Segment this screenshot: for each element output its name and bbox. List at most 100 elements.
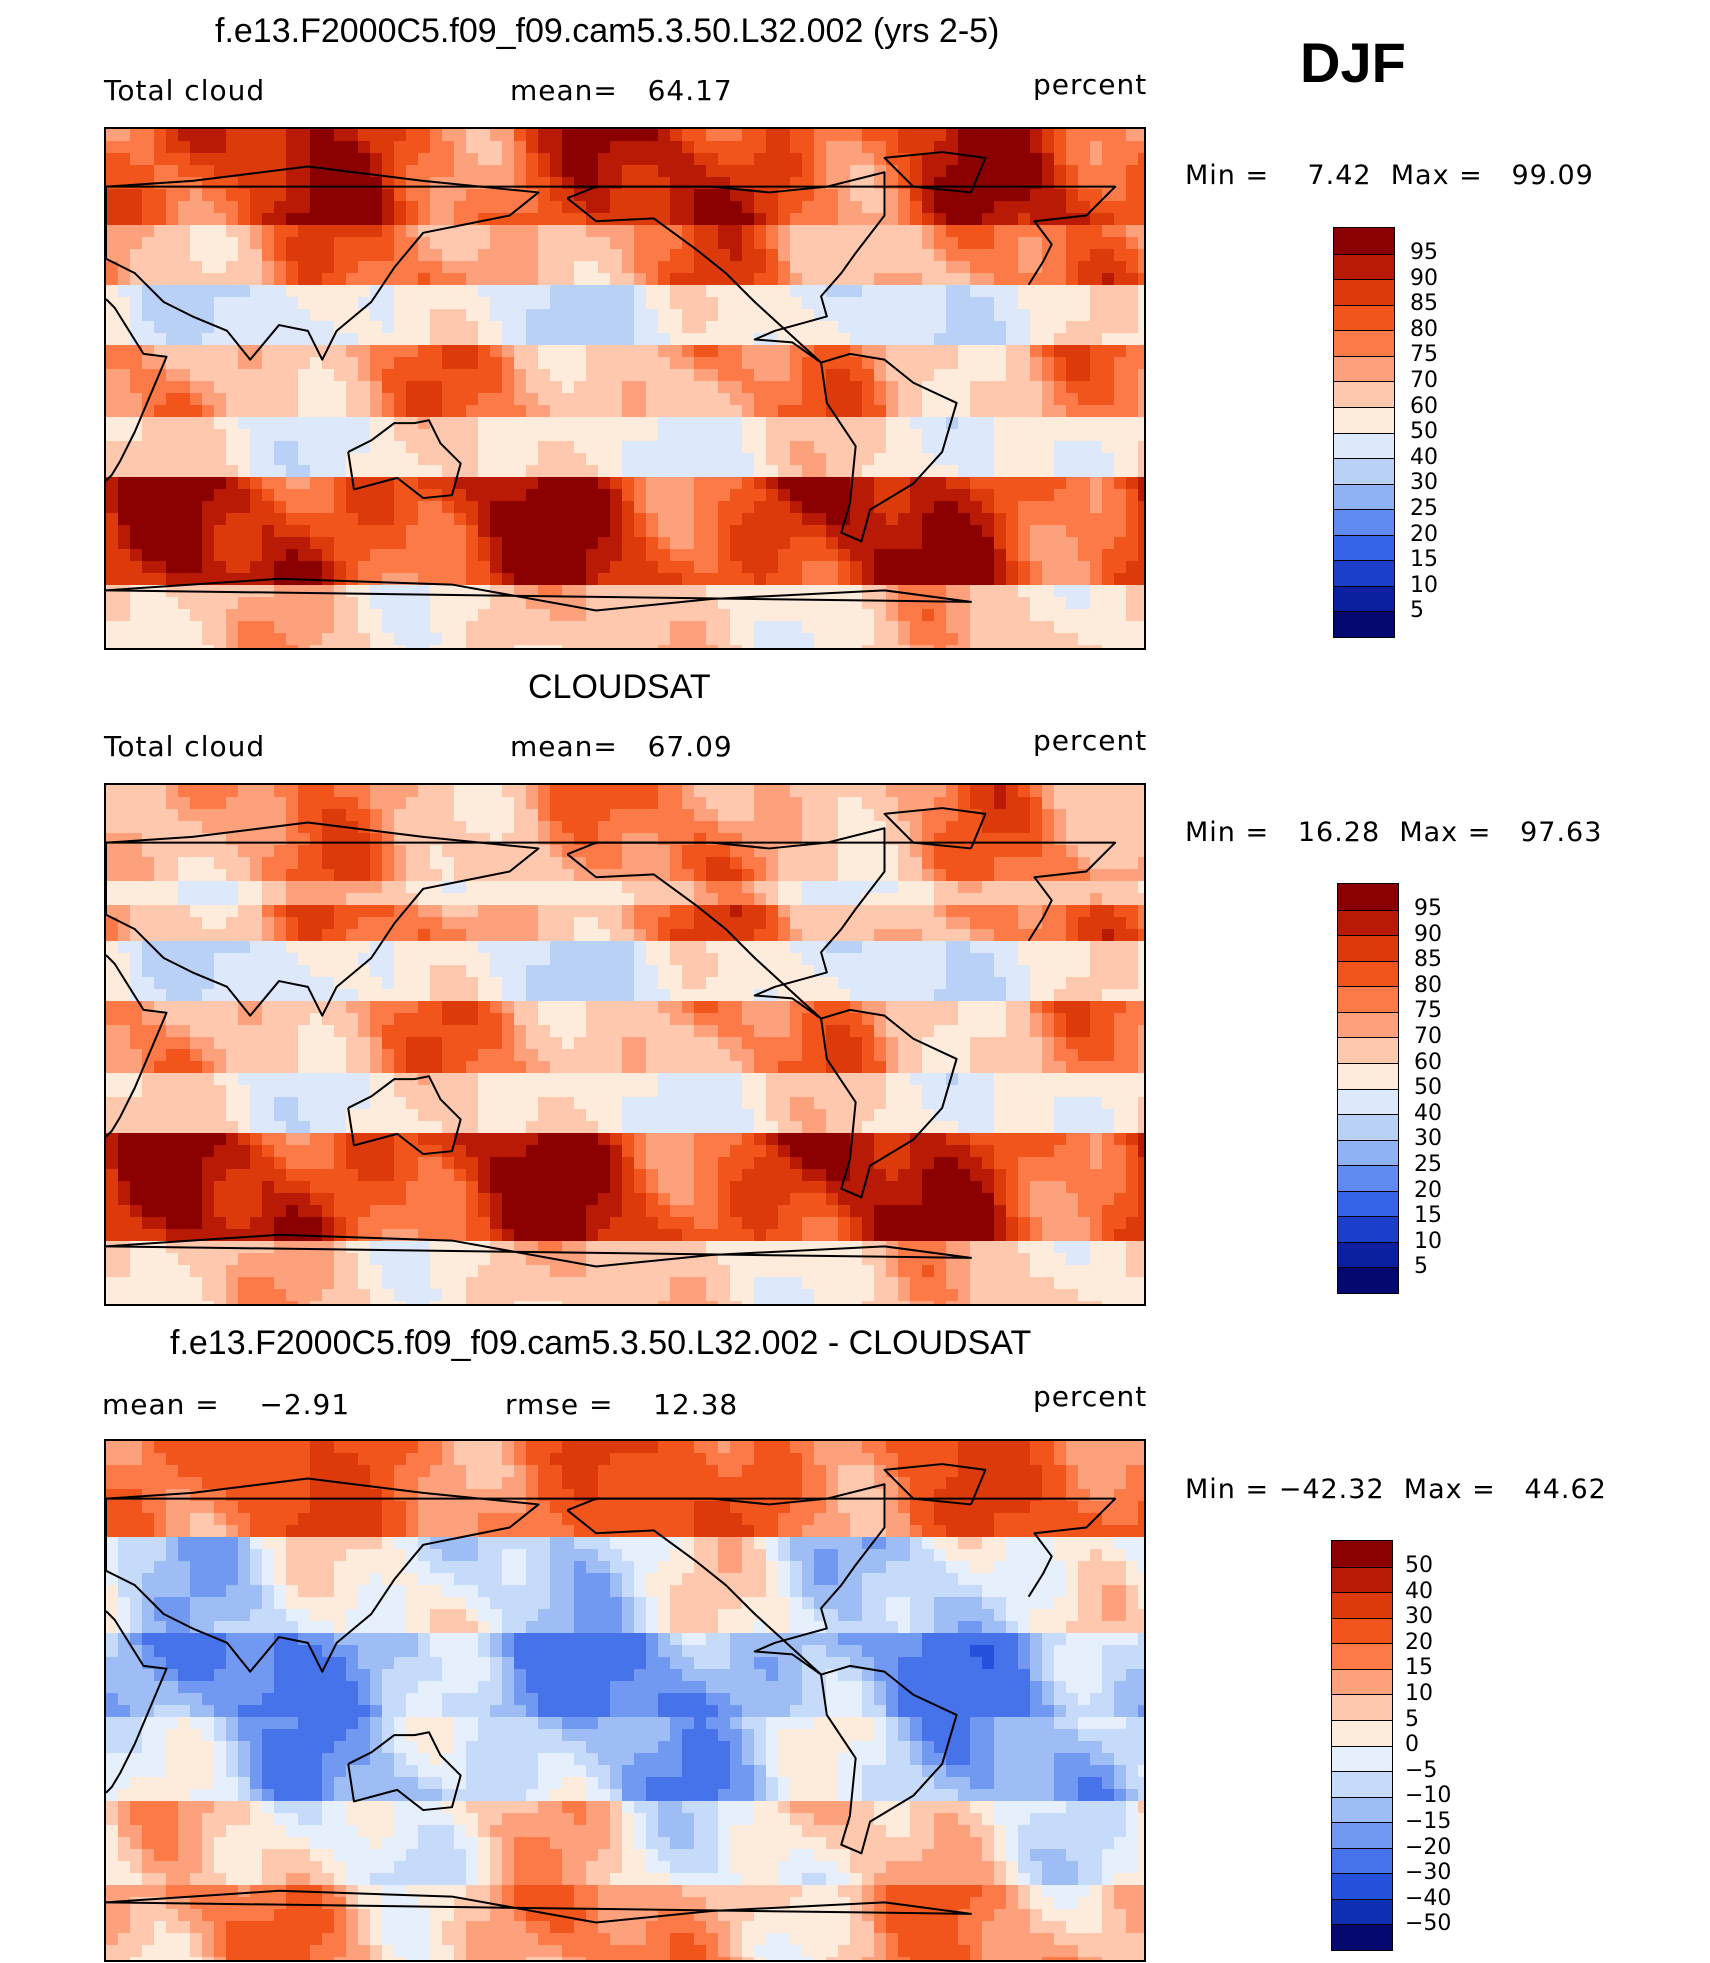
panel2-mean-label: mean= 67.09 — [510, 730, 733, 763]
colorbar-tick-label: 90 — [1414, 921, 1442, 947]
colorbar-tick-label: 30 — [1410, 470, 1438, 496]
colorbar-swatch — [1338, 1062, 1398, 1089]
colorbar-swatch — [1338, 1114, 1398, 1140]
colorbar-swatch — [1334, 483, 1394, 510]
panel3-title: f.e13.F2000C5.f09_f09.cam5.3.50.L32.002 … — [170, 1324, 1032, 1362]
colorbar-swatch — [1334, 355, 1394, 382]
panel3-rmse-label: rmse = 12.38 — [505, 1388, 739, 1421]
colorbar-tick-label: 30 — [1405, 1604, 1433, 1630]
colorbar-swatch — [1338, 960, 1398, 987]
colorbar-tick-label: 15 — [1410, 547, 1438, 573]
colorbar-tick-label: −15 — [1405, 1808, 1452, 1834]
colorbar-swatch — [1334, 458, 1394, 484]
colorbar-swatch — [1338, 935, 1398, 961]
colorbar-swatch — [1338, 1190, 1398, 1217]
colorbar-tick-label: −30 — [1405, 1860, 1452, 1886]
panel1-minmax: Min = 7.42 Max = 99.09 — [1185, 160, 1594, 191]
colorbar-swatch — [1332, 1847, 1392, 1874]
colorbar-tick-label: 15 — [1405, 1655, 1433, 1681]
panel1-colorbar — [1333, 227, 1395, 638]
colorbar-swatch — [1334, 330, 1394, 356]
colorbar-tick-label: −10 — [1405, 1783, 1452, 1809]
colorbar-swatch — [1332, 1592, 1392, 1618]
colorbar-swatch — [1332, 1822, 1392, 1848]
panel1-title: f.e13.F2000C5.f09_f09.cam5.3.50.L32.002 … — [215, 12, 1000, 50]
colorbar-tick-label: 20 — [1405, 1629, 1433, 1655]
colorbar-swatch — [1334, 406, 1394, 433]
panel1-variable-label: Total cloud — [104, 74, 266, 107]
panel1-mean-label: mean= 64.17 — [510, 74, 733, 107]
colorbar-tick-label: 60 — [1410, 393, 1438, 419]
colorbar-tick-label: 60 — [1414, 1049, 1442, 1075]
panel3-units-label: percent — [1033, 1380, 1148, 1413]
panel2-map — [104, 783, 1146, 1306]
colorbar-tick-label: 15 — [1414, 1203, 1442, 1229]
colorbar-tick-label: 70 — [1410, 367, 1438, 393]
colorbar-swatch — [1334, 253, 1394, 280]
colorbar-swatch — [1332, 1719, 1392, 1746]
colorbar-swatch — [1332, 1898, 1392, 1925]
colorbar-tick-label: 80 — [1414, 972, 1442, 998]
colorbar-tick-label: 85 — [1414, 947, 1442, 973]
colorbar-swatch — [1332, 1796, 1392, 1823]
colorbar-swatch — [1332, 1694, 1392, 1720]
colorbar-swatch — [1338, 909, 1398, 936]
colorbar-swatch — [1334, 585, 1394, 612]
colorbar-tick-label: 50 — [1405, 1553, 1433, 1578]
colorbar-tick-label: −50 — [1405, 1911, 1452, 1937]
colorbar-tick-label: 50 — [1414, 1075, 1442, 1101]
colorbar-swatch — [1334, 432, 1394, 459]
colorbar-swatch — [1334, 560, 1394, 586]
colorbar-tick-label: 95 — [1410, 240, 1438, 265]
panel2-units-label: percent — [1033, 724, 1148, 757]
panel2-colorbar-labels: 95 90 85 80 75 70 60 50 40 30 25 20 15 10 5 — [1414, 896, 1442, 1280]
panel3-map — [104, 1439, 1146, 1962]
colorbar-tick-label: 40 — [1414, 1100, 1442, 1126]
colorbar-swatch — [1338, 1139, 1398, 1166]
panel1-cloud-field — [106, 129, 1144, 648]
colorbar-tick-label: 40 — [1405, 1578, 1433, 1604]
season-label: DJF — [1300, 31, 1406, 94]
colorbar-tick-label: 20 — [1414, 1177, 1442, 1203]
colorbar-swatch — [1334, 534, 1394, 561]
colorbar-tick-label: 5 — [1405, 1706, 1419, 1732]
panel3-colorbar — [1331, 1540, 1393, 1951]
colorbar-tick-label: −5 — [1405, 1757, 1438, 1783]
colorbar-tick-label: 10 — [1405, 1680, 1433, 1706]
colorbar-tick-label: 10 — [1414, 1228, 1442, 1254]
colorbar-tick-label: 75 — [1410, 342, 1438, 368]
colorbar-swatch — [1338, 1216, 1398, 1242]
colorbar-swatch — [1338, 1011, 1398, 1038]
panel2-minmax: Min = 16.28 Max = 97.63 — [1185, 817, 1603, 848]
colorbar-tick-label: 80 — [1410, 316, 1438, 342]
panel3-mean-label: mean = −2.91 — [102, 1388, 351, 1421]
colorbar-swatch — [1332, 1643, 1392, 1669]
colorbar-swatch — [1338, 1267, 1398, 1293]
colorbar-swatch — [1332, 1668, 1392, 1695]
panel3-colorbar-labels: 50 40 30 20 15 10 5 0 −5 −10 −15 −20 −30 −40 −50 — [1405, 1553, 1451, 1937]
colorbar-tick-label: 95 — [1414, 896, 1442, 921]
colorbar-tick-label: 40 — [1410, 444, 1438, 470]
colorbar-tick-label: 5 — [1410, 598, 1424, 624]
colorbar-swatch — [1332, 1873, 1392, 1899]
colorbar-tick-label: −40 — [1405, 1885, 1452, 1911]
panel1-colorbar-labels: 95 90 85 80 75 70 60 50 40 30 25 20 15 10 5 — [1410, 240, 1438, 624]
colorbar-swatch — [1334, 279, 1394, 305]
colorbar-tick-label: 20 — [1410, 521, 1438, 547]
panel2-cloud-field — [106, 785, 1144, 1304]
colorbar-tick-label: 0 — [1405, 1732, 1419, 1758]
colorbar-tick-label: −20 — [1405, 1834, 1452, 1860]
colorbar-swatch — [1334, 611, 1394, 637]
colorbar-swatch — [1338, 884, 1398, 910]
colorbar-swatch — [1338, 1165, 1398, 1191]
colorbar-tick-label: 50 — [1410, 419, 1438, 445]
colorbar-swatch — [1332, 1924, 1392, 1950]
colorbar-swatch — [1334, 509, 1394, 535]
colorbar-swatch — [1338, 1088, 1398, 1115]
colorbar-swatch — [1334, 381, 1394, 407]
colorbar-tick-label: 70 — [1414, 1023, 1442, 1049]
colorbar-swatch — [1338, 986, 1398, 1012]
colorbar-swatch — [1338, 1241, 1398, 1268]
panel2-variable-label: Total cloud — [104, 730, 266, 763]
colorbar-swatch — [1334, 304, 1394, 331]
